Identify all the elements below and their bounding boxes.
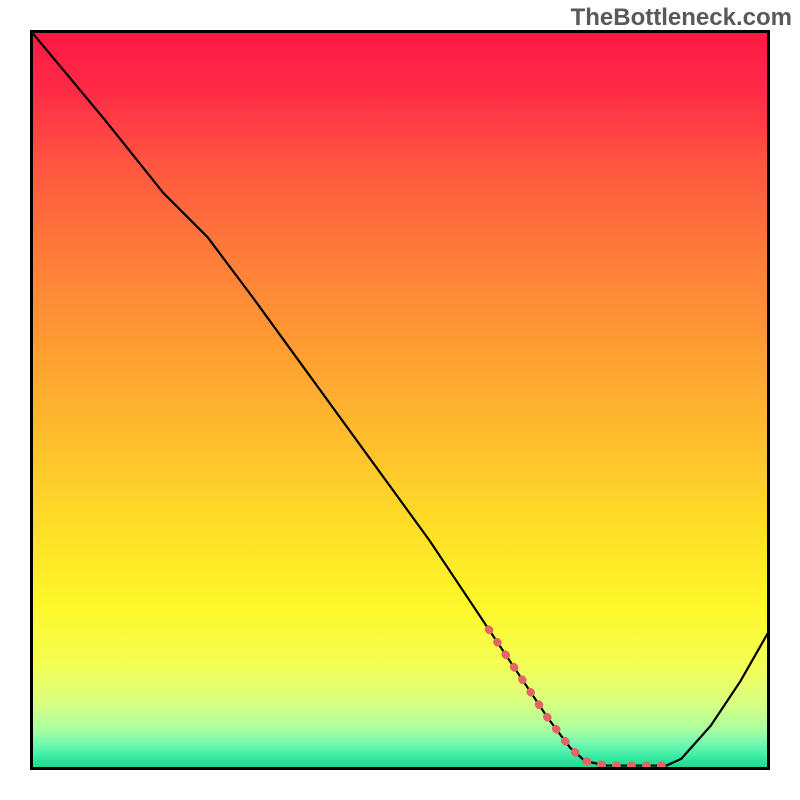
chart-container: TheBottleneck.com [0,0,800,800]
watermark-text: TheBottleneck.com [571,4,792,32]
plot-area [30,30,770,770]
chart-svg [30,30,770,770]
background-gradient [30,30,770,770]
